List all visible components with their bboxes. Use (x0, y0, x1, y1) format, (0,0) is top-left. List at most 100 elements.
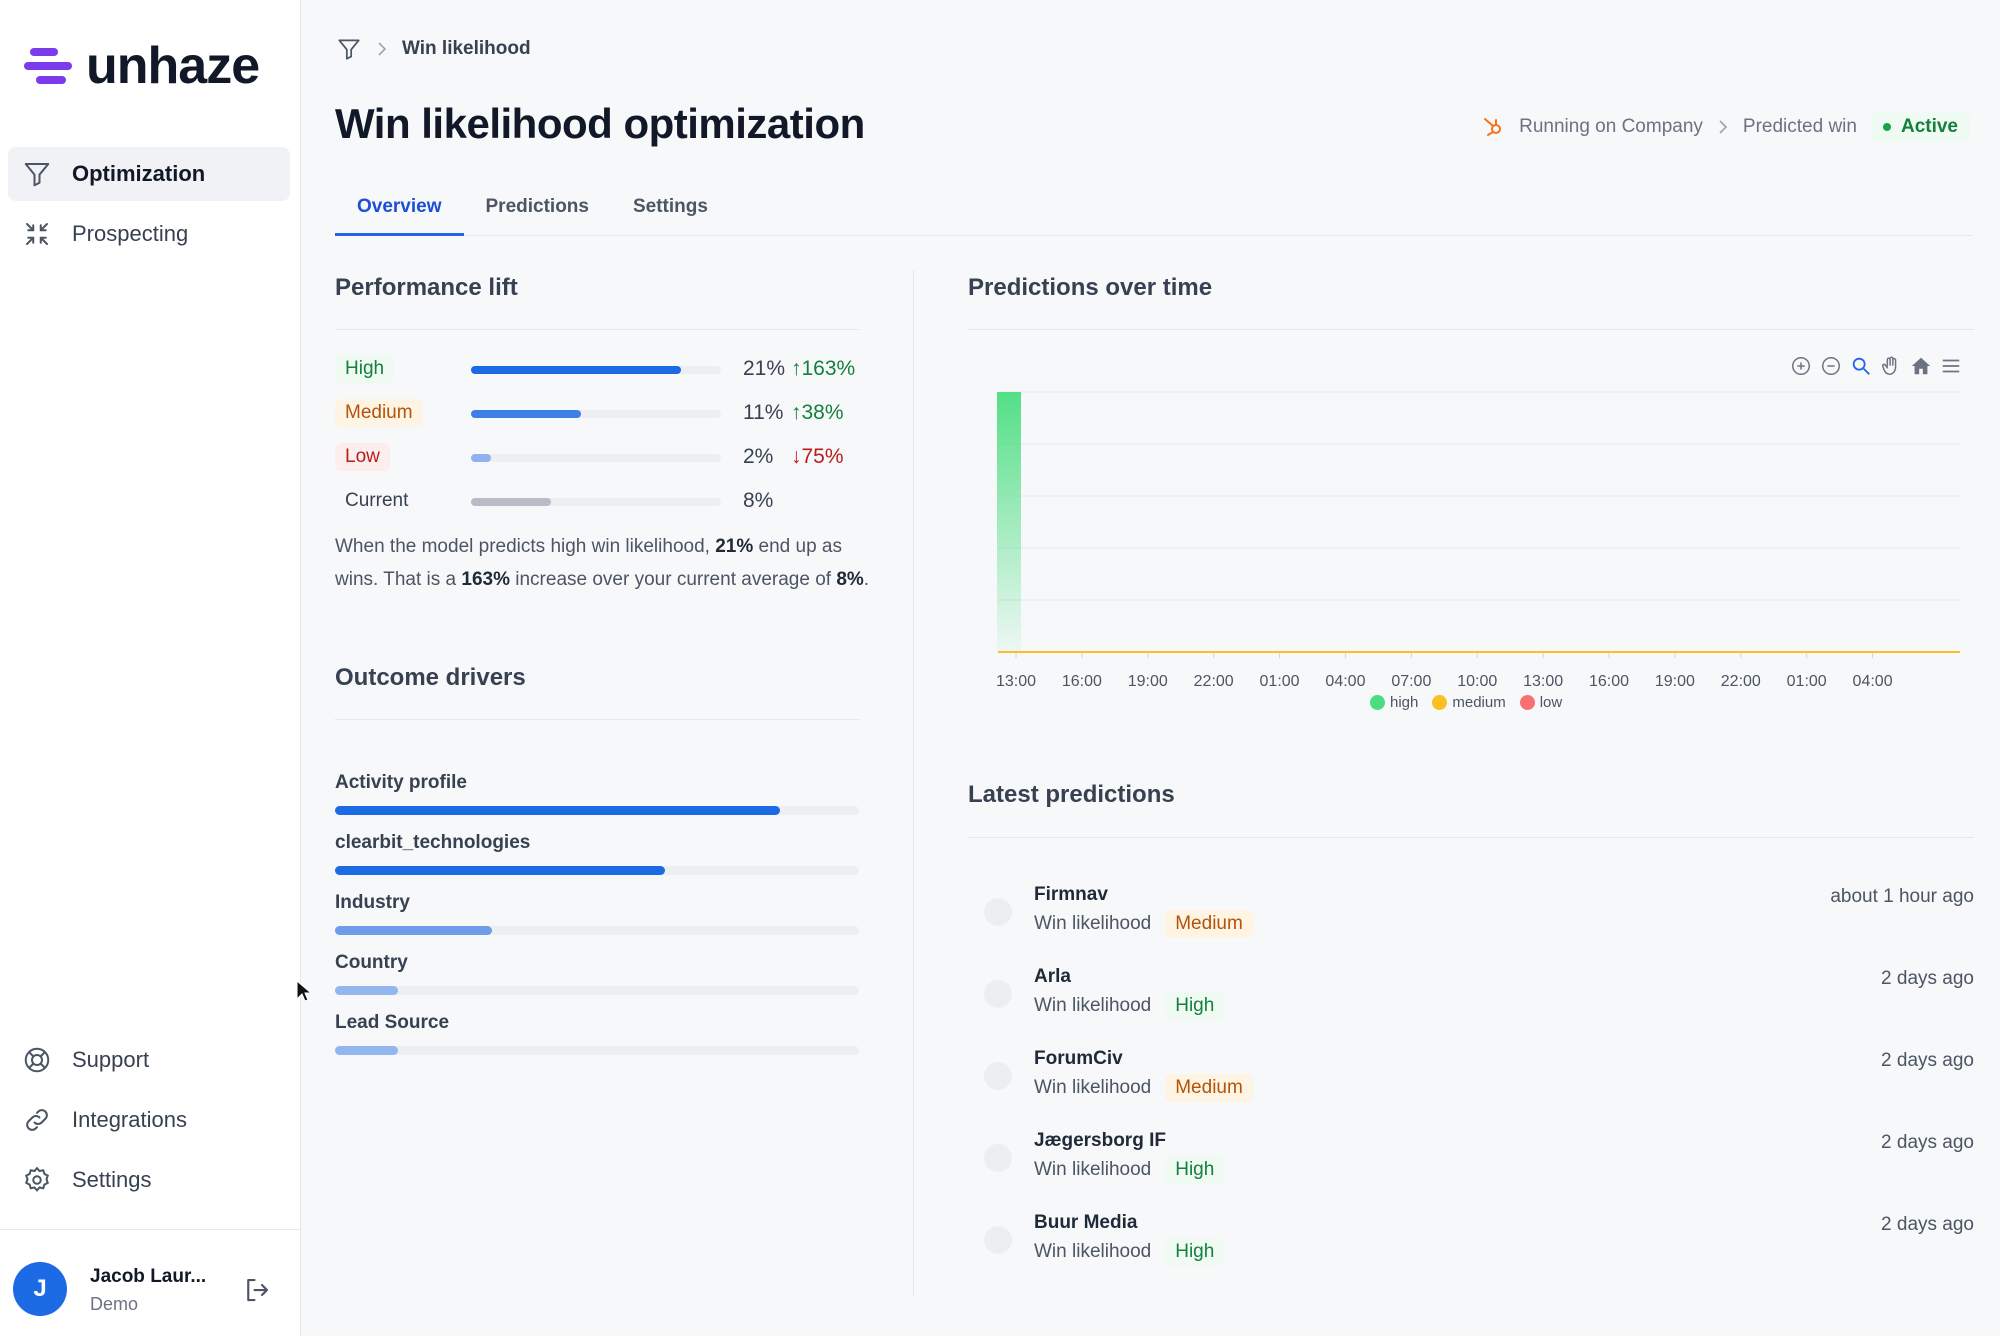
bar-high-0[interactable] (997, 392, 1021, 652)
prediction-time: 2 days ago (1881, 1214, 1974, 1235)
compress-icon (26, 223, 48, 245)
avatar[interactable]: J (13, 1262, 67, 1316)
unhaze-logo[interactable]: unhaze (24, 36, 260, 96)
lift-badge: Low (335, 443, 390, 471)
sidebar-item-settings[interactable]: Settings (8, 1153, 290, 1207)
lift-badge: Medium (335, 399, 423, 427)
x-tick-label: 07:00 (1391, 673, 1431, 690)
prediction-name: Buur Media (1034, 1212, 1138, 1233)
page-title: Win likelihood optimization (335, 100, 865, 147)
sidebar: unhaze Optimization Prospecting Support … (0, 0, 301, 1336)
filter-icon[interactable] (336, 36, 362, 62)
driver-label: clearbit_technologies (335, 832, 531, 853)
predictions-over-time-title: Predictions over time (968, 274, 1213, 301)
driver-label: Lead Source (335, 1012, 450, 1033)
breadcrumb-current: Win likelihood (402, 38, 531, 59)
legend-item-medium[interactable]: medium (1432, 694, 1506, 711)
x-tick-label: 16:00 (1589, 673, 1629, 690)
logout-icon[interactable] (242, 1275, 272, 1305)
lift-fill (471, 454, 491, 462)
driver-label: Country (335, 952, 408, 973)
x-tick-label: 01:00 (1260, 673, 1300, 690)
prediction-label: Win likelihood (1034, 1241, 1152, 1262)
lift-row-medium: Medium 11% ↑38% (335, 396, 895, 430)
likelihood-badge: Medium (1165, 1074, 1253, 1102)
status-dot-icon (984, 1226, 1012, 1254)
x-tick-label: 16:00 (1062, 673, 1102, 690)
sidebar-item-label: Support (72, 1047, 150, 1072)
likelihood-badge: High (1165, 992, 1225, 1020)
lift-track (471, 410, 721, 418)
list-item[interactable]: ForumCiv Win likelihood Medium 2 days ag… (968, 1048, 1974, 1118)
zoom-in-icon[interactable] (1790, 355, 1812, 377)
zoom-out-icon[interactable] (1820, 355, 1842, 377)
x-tick-label: 01:00 (1787, 673, 1827, 690)
sidebar-item-integrations[interactable]: Integrations (8, 1093, 290, 1147)
lift-fill (471, 410, 581, 418)
prediction-subline: Win likelihood High (1034, 1156, 1225, 1184)
hubspot-icon (1484, 118, 1502, 136)
latest-predictions-title: Latest predictions (968, 781, 1175, 808)
predictions-chart: 13:00 16:00 19:00 22:00 01:00 04:00 07:00 10:00… (996, 391, 1960, 690)
driver-lead-source: Lead Source (335, 1012, 859, 1055)
column-divider (913, 270, 914, 1296)
sidebar-divider (0, 1229, 301, 1230)
pan-hand-icon[interactable] (1880, 355, 1902, 377)
menu-icon[interactable] (1940, 355, 1962, 377)
likelihood-badge: High (1165, 1238, 1225, 1266)
x-tick-label: 10:00 (1457, 673, 1497, 690)
list-item[interactable]: Buur Media Win likelihood High 2 days ag… (968, 1212, 1974, 1282)
status-dot-icon (1882, 123, 1891, 131)
sidebar-item-prospecting[interactable]: Prospecting (8, 207, 290, 261)
prediction-name: ForumCiv (1034, 1048, 1123, 1069)
x-tick-label: 22:00 (1194, 673, 1234, 690)
lift-percent: 11% (743, 401, 784, 424)
likelihood-badge: Medium (1165, 910, 1253, 938)
sidebar-item-support[interactable]: Support (8, 1033, 290, 1087)
link-icon (26, 1109, 48, 1131)
list-item[interactable]: Jægersborg IF Win likelihood High 2 days… (968, 1130, 1974, 1200)
tab-overview[interactable]: Overview (335, 190, 464, 236)
legend-item-high[interactable]: high (1370, 694, 1418, 711)
prediction-subline: Win likelihood High (1034, 1238, 1225, 1266)
outcome-drivers-title: Outcome drivers (335, 664, 526, 691)
lifebuoy-icon (24, 1047, 50, 1073)
user-role: Demo (90, 1294, 139, 1314)
legend-item-low[interactable]: low (1519, 694, 1562, 711)
lift-fill (471, 366, 681, 374)
chevron-right-icon (378, 42, 387, 56)
sidebar-item-optimization[interactable]: Optimization (8, 147, 290, 201)
driver-track (335, 1046, 859, 1055)
lift-fill (471, 498, 551, 506)
sidebar-item-label: Prospecting (72, 221, 189, 246)
magnify-icon[interactable] (1850, 355, 1872, 377)
running-on-label: Running on Company (1519, 116, 1703, 137)
divider (968, 837, 1974, 838)
desc-text: increase over your current average of (509, 569, 837, 590)
logo-mark-icon (24, 46, 74, 86)
logo-text: unhaze (86, 37, 260, 95)
divider (968, 329, 1974, 330)
list-item[interactable]: Arla Win likelihood High 2 days ago (968, 966, 1974, 1036)
list-item[interactable]: Firmnav Win likelihood Medium about 1 ho… (968, 884, 1974, 954)
home-icon[interactable] (1910, 355, 1932, 377)
tab-predictions[interactable]: Predictions (485, 196, 589, 217)
legend-label: medium (1452, 694, 1506, 711)
x-tick-label: 19:00 (1128, 673, 1168, 690)
legend-dot-icon (1370, 695, 1385, 710)
driver-track (335, 806, 859, 815)
driver-fill (335, 986, 398, 995)
lift-row-high: High 21% ↑163% (335, 352, 895, 386)
prediction-time: 2 days ago (1881, 1132, 1974, 1153)
lift-percent: 8% (743, 489, 774, 512)
gear-icon (25, 1166, 49, 1192)
driver-track (335, 926, 859, 935)
prediction-subline: Win likelihood Medium (1034, 1074, 1253, 1102)
tab-settings[interactable]: Settings (632, 196, 708, 217)
driver-industry: Industry (335, 892, 859, 935)
prediction-subline: Win likelihood High (1034, 992, 1225, 1020)
prediction-name: Jægersborg IF (1034, 1130, 1166, 1151)
sidebar-item-label: Settings (72, 1167, 152, 1192)
driver-label: Industry (335, 892, 410, 913)
x-tick-label: 04:00 (1853, 673, 1893, 690)
